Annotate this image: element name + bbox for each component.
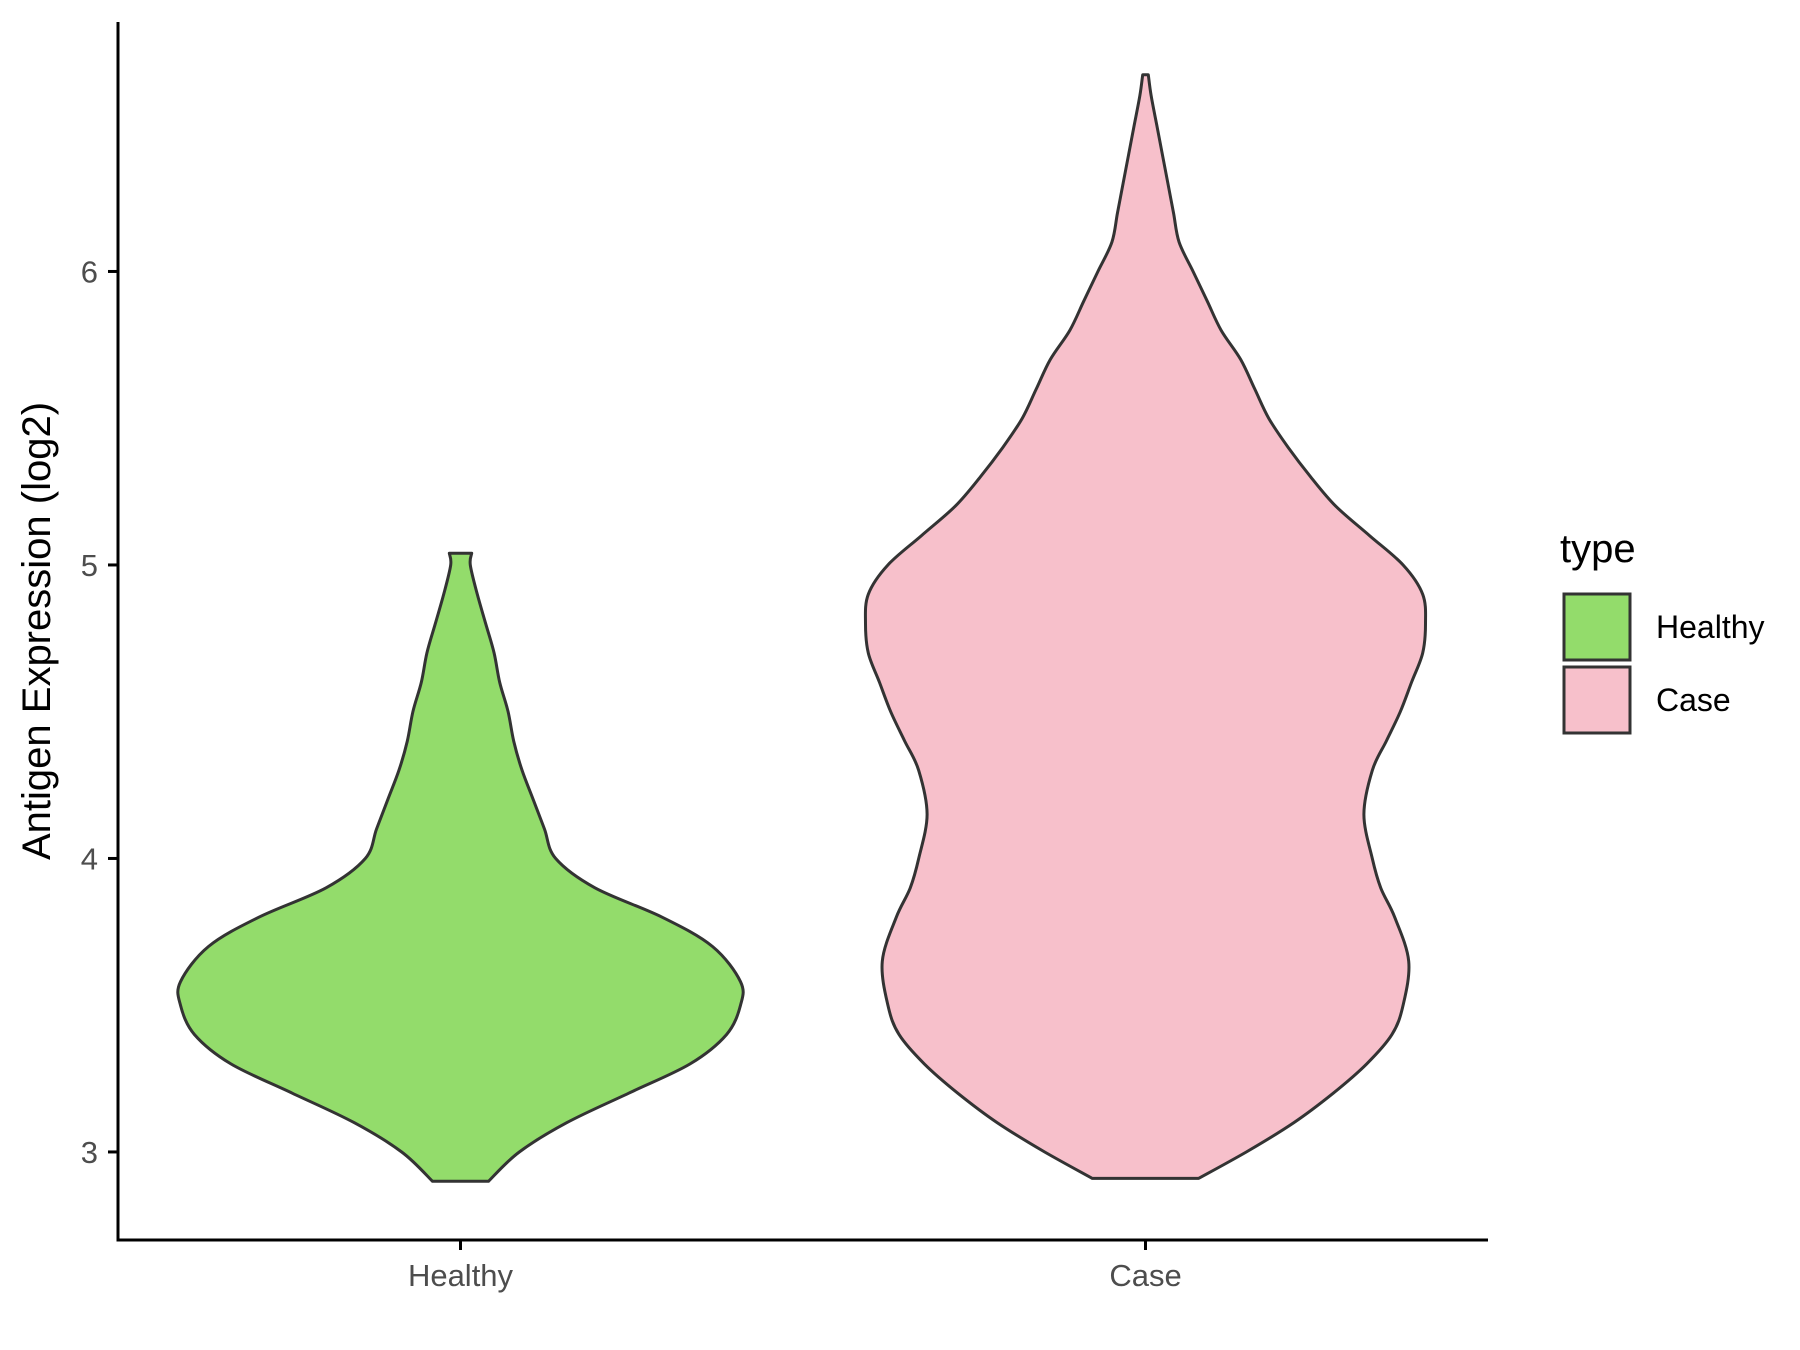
axes: 3 4 5 6 Healthy Case xyxy=(81,22,1488,1293)
legend-label-case: Case xyxy=(1656,682,1731,718)
x-tick-label: Case xyxy=(1109,1258,1181,1293)
legend-swatch-case xyxy=(1562,665,1632,735)
x-tick-label: Healthy xyxy=(408,1258,514,1293)
y-tick-label: 5 xyxy=(81,548,98,583)
violin-case xyxy=(863,73,1428,1180)
y-axis-title: Antigen Expression (log2) xyxy=(15,402,59,860)
legend: type Healthy Case xyxy=(1560,527,1765,735)
legend-label-healthy: Healthy xyxy=(1656,609,1765,645)
violin-healthy xyxy=(176,551,745,1183)
y-tick-label: 3 xyxy=(81,1135,98,1170)
legend-swatch-healthy xyxy=(1562,592,1632,662)
violin-layer xyxy=(176,73,1428,1183)
legend-entries: Healthy Case xyxy=(1562,592,1765,735)
legend-title: type xyxy=(1560,527,1636,571)
x-ticks: Healthy Case xyxy=(408,1240,1182,1293)
y-ticks: 3 4 5 6 xyxy=(81,254,118,1170)
y-tick-label: 4 xyxy=(81,841,98,876)
y-tick-label: 6 xyxy=(81,254,98,289)
